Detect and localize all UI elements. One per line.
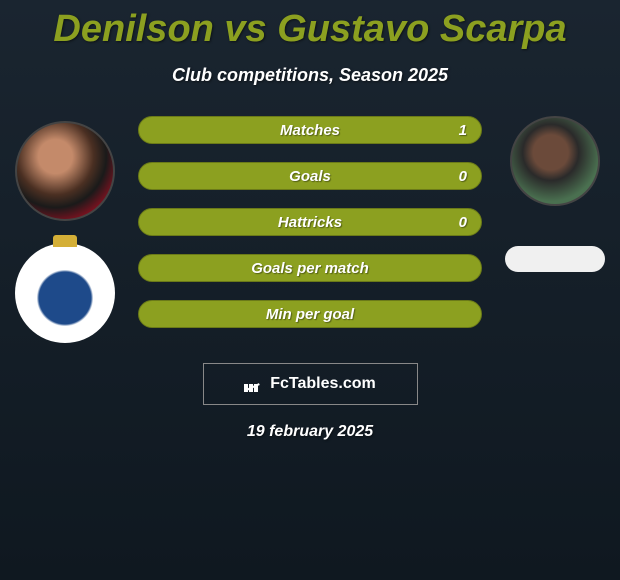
stat-label: Hattricks (278, 214, 342, 231)
stat-row-matches: Matches 1 (138, 116, 482, 144)
stat-row-goals: Goals 0 (138, 162, 482, 190)
stat-label: Min per goal (266, 306, 354, 323)
stat-row-goals-per-match: Goals per match (138, 254, 482, 282)
player1-avatar (15, 121, 115, 221)
player2-avatar (510, 116, 600, 206)
player1-team-logo (15, 243, 115, 343)
stat-value: 1 (459, 122, 467, 139)
stat-row-hattricks: Hattricks 0 (138, 208, 482, 236)
chart-icon (244, 376, 264, 392)
stat-label: Matches (280, 122, 340, 139)
page-title: Denilson vs Gustavo Scarpa (0, 0, 620, 51)
stat-row-min-per-goal: Min per goal (138, 300, 482, 328)
subtitle: Club competitions, Season 2025 (0, 65, 620, 86)
comparison-content: Matches 1 Goals 0 Hattricks 0 Goals per … (0, 116, 620, 343)
stat-value: 0 (459, 214, 467, 231)
player1-column (10, 116, 120, 343)
stats-list: Matches 1 Goals 0 Hattricks 0 Goals per … (120, 116, 500, 343)
brand-text: FcTables.com (270, 375, 376, 393)
brand-badge: FcTables.com (203, 363, 418, 405)
stat-label: Goals per match (251, 260, 369, 277)
date-label: 19 february 2025 (0, 423, 620, 441)
stat-value: 0 (459, 168, 467, 185)
stat-label: Goals (289, 168, 331, 185)
player2-column (500, 116, 610, 343)
player2-team-logo (505, 246, 605, 272)
